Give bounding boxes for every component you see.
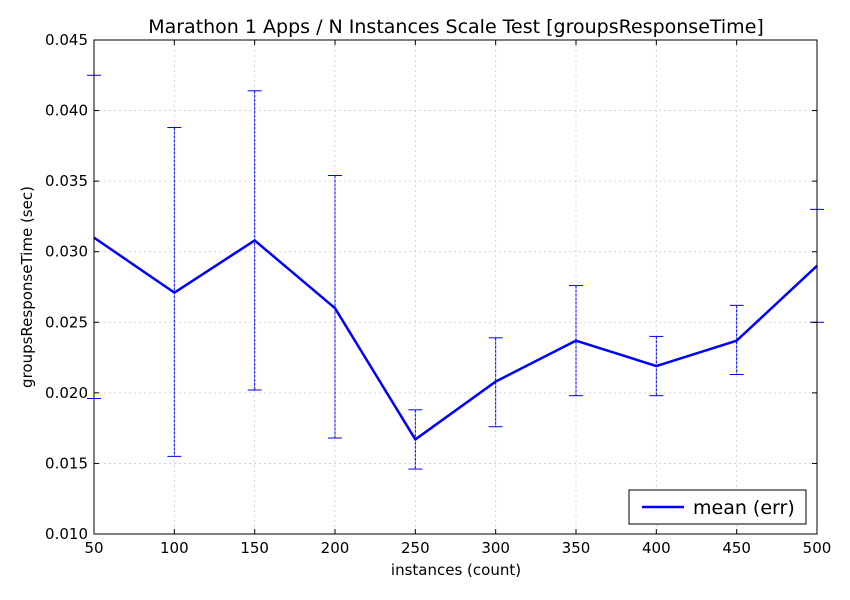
x-tick-label: 300 [481,539,510,557]
series-line [93,236,818,441]
y-tick-label: 0.015 [45,454,88,472]
x-axis-label: instances (count) [391,561,521,579]
legend-label: mean (err) [693,497,795,519]
x-tick-label: 100 [160,539,189,557]
x-tick-label: 500 [803,539,832,557]
y-tick-label: 0.025 [45,313,88,331]
plot-frame [93,39,818,535]
y-tick-label: 0.030 [45,243,88,261]
y-tick-label: 0.040 [45,102,88,120]
x-tick-label: 400 [642,539,671,557]
x-tick-label: 450 [722,539,751,557]
chart-title: Marathon 1 Apps / N Instances Scale Test… [148,16,764,38]
y-tick-label: 0.045 [45,31,88,49]
y-axis-label: groupsResponseTime (sec) [18,186,36,388]
series-line-layer [93,236,818,441]
x-tick-label: 250 [401,539,430,557]
y-tick-label: 0.020 [45,384,88,402]
x-tick-label: 150 [240,539,269,557]
y-tick-label: 0.035 [45,172,88,190]
x-tick-label: 50 [84,539,103,557]
tick-layer: 50 100 150 200 250 300 350 400 450 500 0.010 0.015 0… [45,31,831,557]
x-tick-label: 200 [321,539,350,557]
x-tick-label: 350 [562,539,591,557]
legend: mean (err) [628,489,807,525]
y-tick-label: 0.010 [45,525,88,543]
